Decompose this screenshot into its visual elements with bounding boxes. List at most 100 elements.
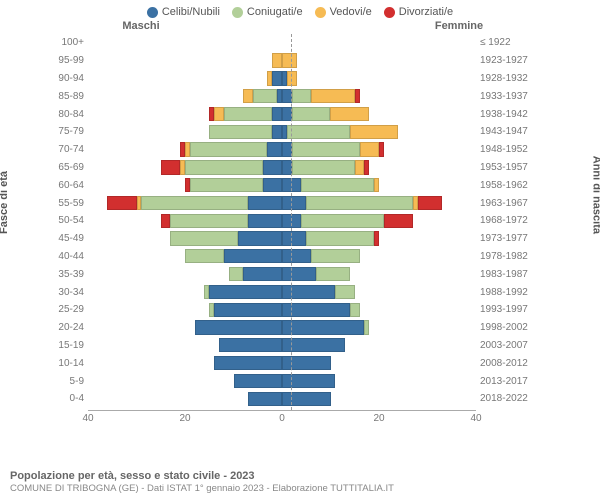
female-half — [282, 87, 476, 105]
birth-label: 2008-2012 — [476, 358, 530, 369]
bar-segment — [374, 231, 379, 245]
bar-segment — [219, 338, 282, 352]
age-label: 70-74 — [52, 144, 88, 155]
bar-segment — [364, 320, 369, 334]
center-line — [291, 34, 292, 410]
bar-segment — [234, 374, 283, 388]
bar-zone — [88, 230, 476, 248]
bar-segment — [282, 356, 331, 370]
bar-segment — [263, 178, 282, 192]
female-half — [282, 354, 476, 372]
male-half — [88, 123, 282, 141]
chart-area: Fasce di età Anni di nascita 100+≤ 19229… — [8, 34, 592, 434]
bar-segment — [253, 89, 277, 103]
birth-label: 2003-2007 — [476, 340, 530, 351]
birth-label: 1923-1927 — [476, 55, 530, 66]
female-half — [282, 337, 476, 355]
age-label: 100+ — [52, 37, 88, 48]
bar-segment — [224, 107, 273, 121]
bar-segment — [272, 107, 282, 121]
bar-segment — [282, 285, 335, 299]
bar-zone — [88, 194, 476, 212]
bar-segment — [141, 196, 248, 210]
legend-swatch — [315, 7, 326, 18]
bar-segment — [248, 392, 282, 406]
bar-zone — [88, 337, 476, 355]
birth-label: 1928-1932 — [476, 73, 530, 84]
male-half — [88, 337, 282, 355]
bar-segment — [364, 160, 369, 174]
male-half — [88, 301, 282, 319]
bar-segment — [282, 53, 297, 67]
bar-segment — [355, 89, 360, 103]
bar-zone — [88, 248, 476, 266]
male-half — [88, 372, 282, 390]
female-half — [282, 372, 476, 390]
bar-segment — [360, 142, 379, 156]
bar-segment — [282, 196, 306, 210]
male-half — [88, 105, 282, 123]
bar-zone — [88, 159, 476, 177]
bar-segment — [311, 249, 360, 263]
bar-segment — [355, 160, 365, 174]
bar-zone — [88, 176, 476, 194]
female-half — [282, 70, 476, 88]
legend-item: Divorziati/e — [384, 6, 453, 18]
male-half — [88, 248, 282, 266]
bar-segment — [282, 303, 350, 317]
bar-segment — [185, 160, 263, 174]
male-header: Maschi — [62, 20, 300, 32]
x-tick: 0 — [279, 413, 285, 424]
birth-label: 1943-1947 — [476, 126, 530, 137]
female-half — [282, 212, 476, 230]
gender-header: Maschi Femmine — [0, 20, 600, 34]
bar-segment — [311, 89, 355, 103]
bar-segment — [107, 196, 136, 210]
bar-segment — [214, 107, 224, 121]
bar-segment — [243, 267, 282, 281]
age-label: 35-39 — [52, 269, 88, 280]
female-half — [282, 159, 476, 177]
age-label: 5-9 — [52, 376, 88, 387]
female-half — [282, 34, 476, 52]
bar-segment — [170, 231, 238, 245]
bar-segment — [243, 89, 253, 103]
bar-segment — [292, 107, 331, 121]
female-half — [282, 248, 476, 266]
bar-segment — [287, 125, 350, 139]
legend-item: Coniugati/e — [232, 6, 303, 18]
birth-label: ≤ 1922 — [476, 37, 530, 48]
birth-label: 1983-1987 — [476, 269, 530, 280]
y-right-axis-title: Anni di nascita — [590, 156, 600, 234]
legend-item: Celibi/Nubili — [147, 6, 220, 18]
male-half — [88, 390, 282, 408]
bar-segment — [335, 285, 354, 299]
x-tick: 20 — [373, 413, 384, 424]
bar-segment — [301, 178, 374, 192]
female-half — [282, 52, 476, 70]
bar-zone — [88, 301, 476, 319]
male-half — [88, 141, 282, 159]
bar-segment — [272, 71, 282, 85]
female-half — [282, 319, 476, 337]
female-half — [282, 390, 476, 408]
birth-label: 1938-1942 — [476, 109, 530, 120]
legend-swatch — [384, 7, 395, 18]
x-tick: 40 — [82, 413, 93, 424]
male-half — [88, 212, 282, 230]
male-half — [88, 52, 282, 70]
age-label: 85-89 — [52, 91, 88, 102]
bar-segment — [272, 125, 282, 139]
bar-segment — [282, 320, 364, 334]
legend-label: Celibi/Nubili — [162, 6, 220, 18]
bar-segment — [248, 196, 282, 210]
bar-segment — [214, 356, 282, 370]
bar-segment — [238, 231, 282, 245]
bar-segment — [384, 214, 413, 228]
bar-segment — [292, 89, 311, 103]
bar-segment — [195, 320, 282, 334]
bar-segment — [301, 214, 383, 228]
bar-segment — [209, 285, 282, 299]
male-half — [88, 265, 282, 283]
bar-segment — [292, 160, 355, 174]
